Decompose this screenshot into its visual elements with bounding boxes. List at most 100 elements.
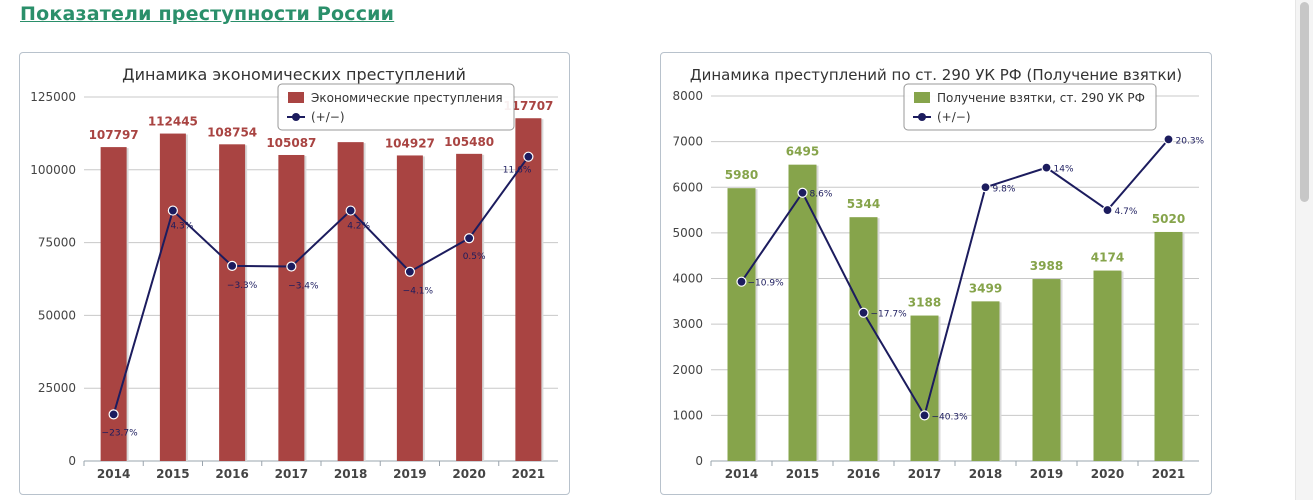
legend-bar-label: Экономические преступления [311, 91, 503, 105]
legend-line-label: (+/−) [311, 110, 345, 124]
bar [396, 155, 423, 461]
change-data-label: 4.7% [1115, 207, 1138, 217]
bar-data-label: 5344 [847, 197, 880, 211]
legend-line-marker [292, 113, 300, 121]
y-tick-label: 3000 [672, 317, 703, 331]
bar-data-label: 105480 [444, 135, 494, 149]
bar [159, 133, 186, 461]
change-point [286, 261, 297, 272]
change-point [1163, 134, 1174, 145]
x-tick-label: 2016 [847, 467, 880, 481]
y-tick-label: 25000 [38, 381, 76, 395]
change-point [167, 205, 178, 216]
economic-crimes-chart: Динамика экономических преступлений 0 2500… [19, 52, 570, 495]
y-tick-label: 4000 [672, 272, 703, 286]
change-point [404, 266, 415, 277]
x-tick-label: 2017 [275, 467, 308, 481]
change-data-label: 4.3% [170, 222, 193, 232]
y-tick-label: 75000 [38, 236, 76, 250]
bar-data-label: 104927 [385, 136, 435, 150]
bar-data-label: 3499 [969, 281, 1002, 295]
bar [278, 154, 305, 461]
bar-data-label: 6495 [786, 145, 819, 159]
chart-legend: Экономические преступления (+/−) [277, 83, 515, 131]
change-point [797, 187, 808, 198]
legend-bar-swatch [288, 92, 304, 103]
bar-data-label: 3188 [908, 296, 941, 310]
bar-data-label: 4174 [1091, 251, 1124, 265]
change-data-label: 20.3% [1176, 136, 1205, 146]
y-tick-label: 2000 [672, 363, 703, 377]
chart-title: Динамика преступлений по ст. 290 УК РФ (… [690, 66, 1182, 84]
change-data-label: −40.3% [932, 412, 969, 422]
y-tick-label: 6000 [672, 180, 703, 194]
legend-box [903, 83, 1157, 131]
x-tick-label: 2021 [1152, 467, 1185, 481]
bar [100, 147, 127, 461]
bribery-chart-svg: Динамика преступлений по ст. 290 УК РФ (… [672, 66, 1205, 481]
legend-bar-swatch [914, 92, 930, 103]
legend-line-marker [918, 113, 926, 121]
y-tick-label: 100000 [30, 163, 76, 177]
change-data-label: 4.2% [347, 222, 370, 232]
change-data-label: 8.6% [810, 190, 833, 200]
bar-data-label: 108754 [207, 125, 257, 139]
y-tick-label: 1000 [672, 408, 703, 422]
x-tick-label: 2015 [786, 467, 819, 481]
change-data-label: −3.3% [227, 281, 258, 291]
bar [849, 217, 878, 461]
bar-data-label: 112445 [148, 115, 198, 129]
x-tick-label: 2020 [1091, 467, 1124, 481]
x-tick-label: 2014 [97, 467, 130, 481]
legend-line-label: (+/−) [937, 110, 971, 124]
bar [515, 118, 542, 461]
y-tick-label: 125000 [30, 90, 76, 104]
bar-data-label: 5020 [1152, 212, 1185, 226]
change-data-label: 14% [1054, 165, 1074, 175]
legend-box [277, 83, 515, 131]
x-tick-label: 2017 [908, 467, 941, 481]
bar-data-label: 117707 [503, 99, 553, 113]
bar [971, 301, 1000, 461]
change-data-label: 0.5% [463, 252, 486, 262]
change-line [112, 156, 530, 415]
change-point [523, 151, 534, 162]
change-data-label: −3.4% [288, 281, 319, 291]
chart-title: Динамика экономических преступлений [122, 65, 466, 84]
change-data-label: −4.1% [403, 287, 434, 297]
x-tick-label: 2020 [452, 467, 485, 481]
bar-data-label: 105087 [266, 136, 316, 150]
page-scrollbar[interactable] [1295, 0, 1313, 500]
bar [910, 315, 939, 461]
x-tick-label: 2015 [156, 467, 189, 481]
y-tick-label: 5000 [672, 226, 703, 240]
change-point [980, 182, 991, 193]
legend-bar-label: Получение взятки, ст. 290 УК РФ [937, 91, 1145, 105]
bar [456, 153, 483, 462]
change-point [464, 233, 475, 244]
bribery-chart: Динамика преступлений по ст. 290 УК РФ (… [660, 52, 1212, 495]
change-point [1102, 204, 1113, 216]
change-data-label: 9.8% [993, 184, 1016, 194]
change-point [345, 205, 356, 216]
y-tick-label: 0 [695, 454, 703, 468]
bar [788, 164, 817, 461]
bar [1154, 231, 1183, 461]
bar [337, 142, 364, 462]
x-tick-label: 2019 [1030, 467, 1063, 481]
change-point [858, 307, 869, 318]
change-point [108, 409, 119, 420]
change-point [227, 260, 238, 271]
x-tick-label: 2018 [969, 467, 1002, 481]
x-tick-label: 2021 [512, 467, 545, 481]
bar [219, 144, 246, 461]
bar-data-label: 107797 [89, 128, 139, 142]
change-point [919, 410, 930, 421]
y-tick-label: 7000 [672, 135, 703, 149]
change-data-label: −10.9% [748, 279, 785, 289]
scrollbar-thumb[interactable] [1300, 2, 1309, 202]
x-tick-label: 2018 [334, 467, 367, 481]
page-title[interactable]: Показатели преступности России [20, 3, 395, 25]
bar [1093, 270, 1122, 461]
change-point [736, 276, 747, 287]
